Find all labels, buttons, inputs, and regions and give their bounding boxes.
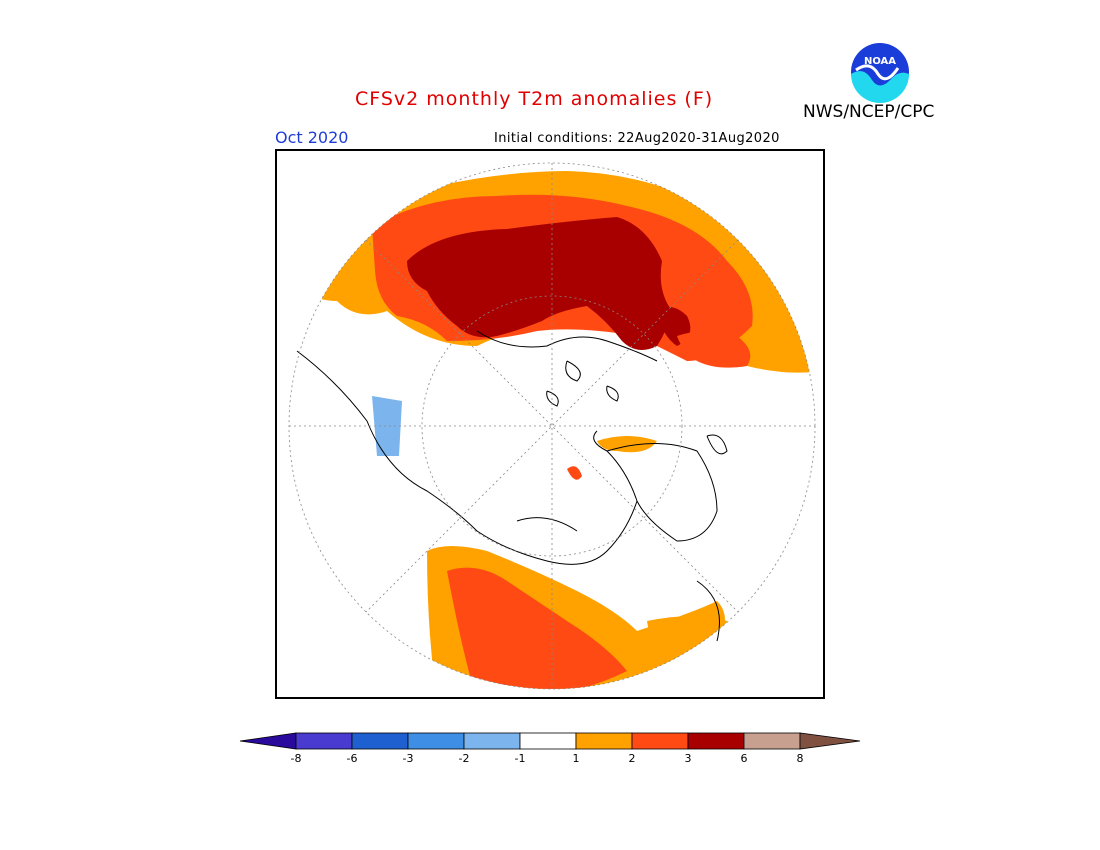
graticule bbox=[288, 162, 816, 690]
colorbar-tick-label: -1 bbox=[514, 752, 526, 765]
colorbar-arrow-left bbox=[239, 732, 297, 750]
anomaly-2to3-europe bbox=[677, 331, 751, 368]
colorbar-tick-label: -2 bbox=[458, 752, 470, 765]
colorbar bbox=[238, 730, 862, 756]
logo-text: NOAA bbox=[864, 56, 896, 67]
colorbar-tick-label: 3 bbox=[684, 752, 692, 765]
colorbar-tick-label: 6 bbox=[740, 752, 748, 765]
colorbar-tick-label: 2 bbox=[628, 752, 636, 765]
polar-map bbox=[275, 149, 825, 699]
agency-label: NWS/NCEP/CPC bbox=[803, 102, 935, 122]
colorbar-swatch bbox=[743, 732, 801, 750]
colorbar-tick-label: 1 bbox=[572, 752, 580, 765]
anomaly-1to2-greenland bbox=[597, 436, 657, 453]
chart-title: CFSv2 monthly T2m anomalies (F) bbox=[355, 88, 714, 110]
colorbar-swatch bbox=[519, 732, 577, 750]
colorbar-tick-label: -3 bbox=[402, 752, 414, 765]
anomaly-3to6-siberia bbox=[407, 217, 672, 350]
anomaly-2to3-greenland-spot bbox=[567, 466, 582, 480]
initial-conditions: Initial conditions: 22Aug2020-31Aug2020 bbox=[494, 131, 780, 146]
colorbar-swatch bbox=[687, 732, 745, 750]
colorbar-tick-label: -8 bbox=[290, 752, 302, 765]
coastlines bbox=[296, 330, 728, 642]
colorbar-swatch bbox=[295, 732, 353, 750]
valid-month: Oct 2020 bbox=[275, 128, 349, 147]
colorbar-tick-label: -6 bbox=[346, 752, 358, 765]
anomaly-cold-alaska bbox=[372, 396, 402, 456]
colorbar-arrow-right bbox=[799, 732, 861, 750]
colorbar-swatch bbox=[407, 732, 465, 750]
colorbar-tick-label: 8 bbox=[796, 752, 804, 765]
colorbar-swatch bbox=[575, 732, 633, 750]
colorbar-swatch bbox=[631, 732, 689, 750]
anomaly-2to3-north-america bbox=[447, 567, 627, 689]
colorbar-swatch bbox=[463, 732, 521, 750]
noaa-logo: NOAA bbox=[848, 40, 912, 104]
colorbar-swatch bbox=[351, 732, 409, 750]
